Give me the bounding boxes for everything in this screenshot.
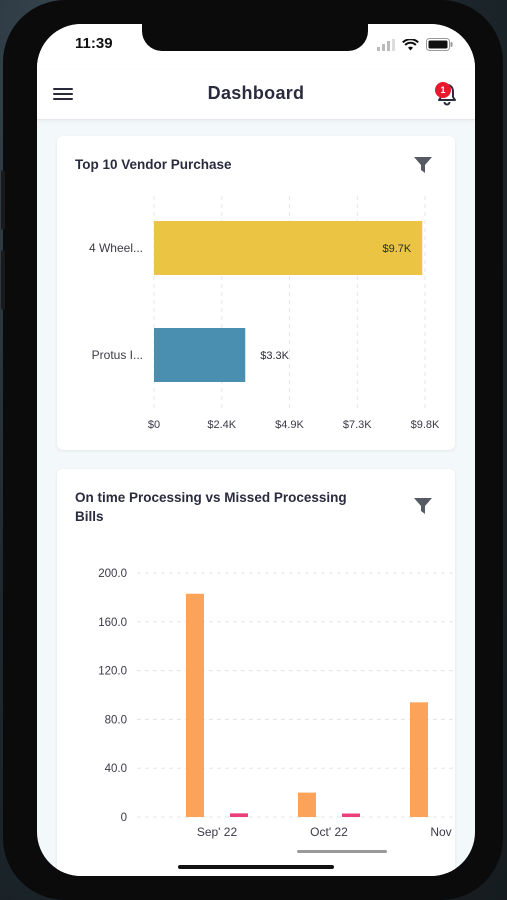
category-label: Protus I...	[92, 348, 143, 362]
bar	[298, 792, 316, 817]
processing-bills-chart: 200.0 160.0 120.0 80.0 40.0 0 Sep' 22 Oct' 22 No…	[98, 568, 455, 839]
category-label: 4 Wheel...	[89, 241, 143, 255]
filter-icon[interactable]	[413, 496, 433, 516]
side-button	[1, 250, 5, 310]
x-tick-label: $2.4K	[207, 419, 236, 431]
y-tick-label: 160.0	[98, 617, 127, 629]
menu-line	[53, 98, 73, 100]
bar	[342, 813, 360, 817]
card-title: Top 10 Vendor Purchase	[75, 157, 232, 172]
y-tick-label: 120.0	[98, 666, 127, 678]
vendor-purchase-card: Top 10 Vendor Purchase $0 $2.4K $4.9K $7.3K…	[57, 136, 455, 450]
bar	[186, 593, 204, 817]
bar	[410, 702, 428, 817]
app-screen: 11:39 Dashboard	[37, 24, 475, 876]
filter-icon[interactable]	[413, 155, 433, 175]
y-tick-label: 80.0	[105, 714, 127, 726]
wifi-icon	[402, 38, 419, 50]
notch	[142, 24, 368, 51]
app-header: Dashboard 1	[37, 70, 475, 120]
data-label: $9.7K	[382, 243, 411, 255]
menu-button[interactable]	[53, 84, 77, 104]
x-tick-label: $0	[148, 419, 160, 431]
status-time: 11:39	[75, 35, 113, 52]
signal-icon	[377, 38, 395, 51]
processing-bills-card: On time Processing vs Missed Processing …	[57, 469, 455, 876]
battery-icon	[426, 38, 453, 51]
notification-badge: 1	[435, 82, 451, 98]
card-title: On time Processing vs Missed Processing …	[75, 490, 347, 524]
horizontal-scroll-indicator	[297, 850, 387, 853]
y-tick-label: 40.0	[105, 763, 127, 775]
data-label: $3.3K	[260, 350, 289, 362]
y-tick-label: 200.0	[98, 568, 127, 580]
bar	[154, 221, 423, 275]
vendor-purchase-chart: $0 $2.4K $4.9K $7.3K $9.8K 4 Wheel... $9.7K Pro…	[89, 196, 440, 431]
menu-line	[53, 88, 73, 90]
home-indicator[interactable]	[178, 865, 334, 869]
x-tick-label: Oct' 22	[310, 825, 348, 839]
y-tick-label: 0	[121, 812, 127, 824]
status-icons	[377, 38, 453, 51]
side-button	[1, 170, 5, 230]
x-tick-label: Nov	[430, 825, 451, 839]
bar	[154, 328, 246, 382]
x-tick-label: $4.9K	[275, 419, 304, 431]
menu-line	[53, 93, 73, 95]
bar	[230, 813, 248, 817]
x-tick-label: $7.3K	[343, 419, 372, 431]
page-title: Dashboard	[207, 83, 305, 103]
x-tick-label: Sep' 22	[197, 825, 238, 839]
notifications-button[interactable]: 1	[433, 80, 461, 108]
x-tick-label: $9.8K	[411, 419, 440, 431]
